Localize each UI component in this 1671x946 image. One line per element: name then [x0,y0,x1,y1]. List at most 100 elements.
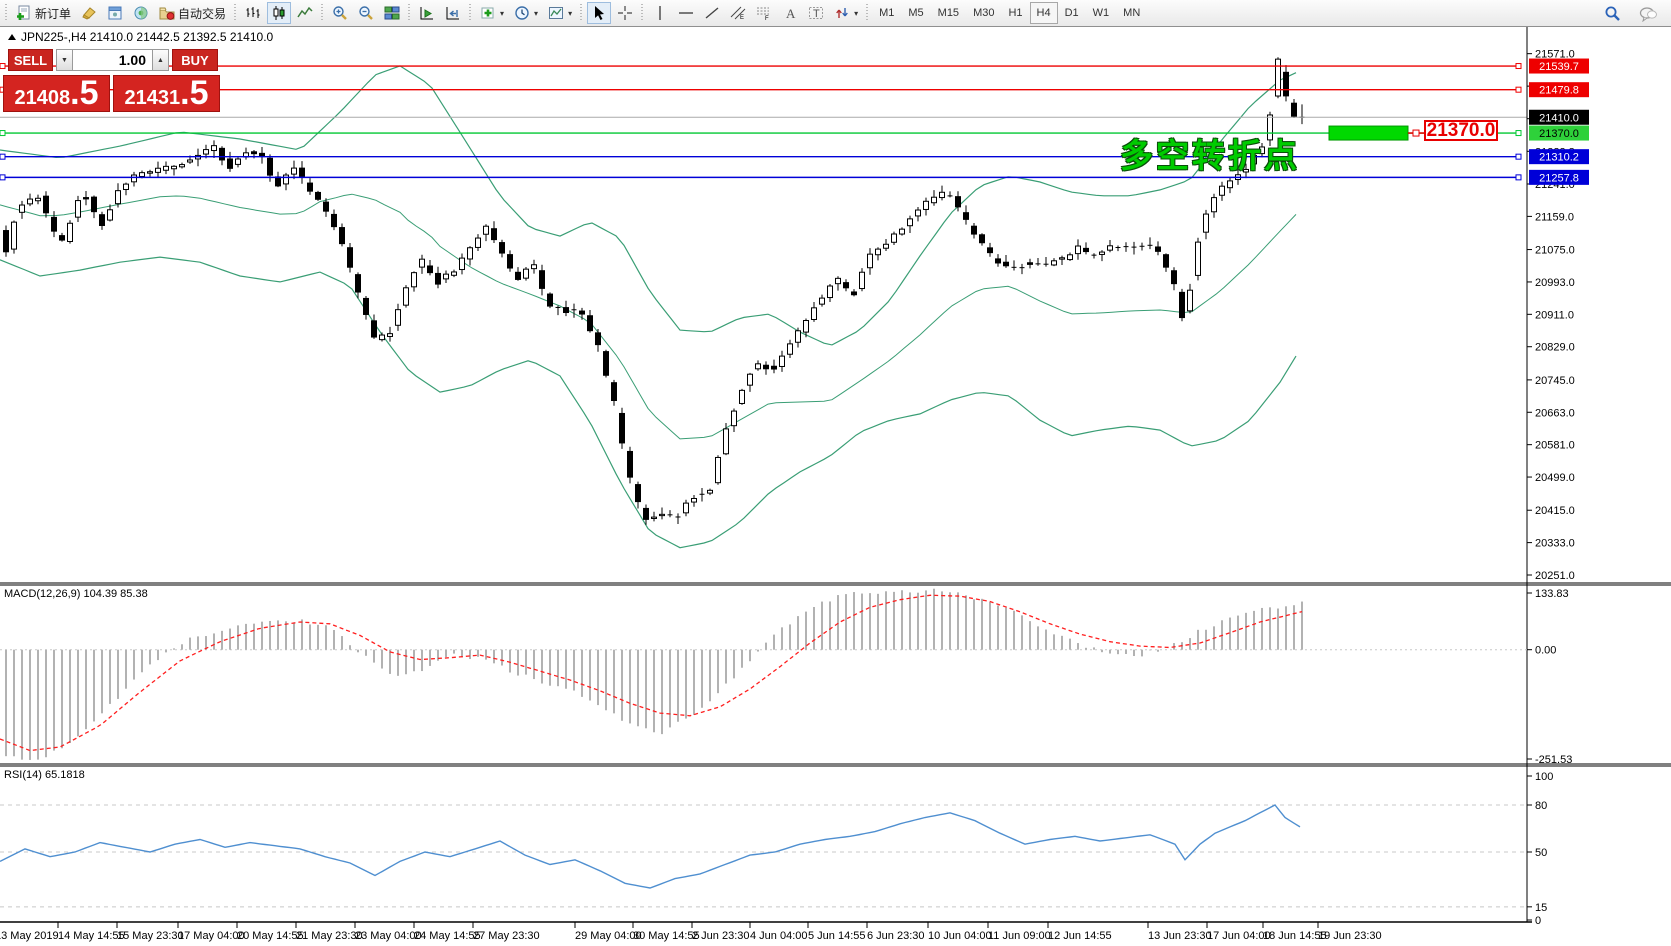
fibo-icon: F [756,5,772,21]
timeframe-w1[interactable]: W1 [1086,2,1117,24]
candlestick-chart-button[interactable] [267,2,292,24]
svg-text:12 Jun 14:55: 12 Jun 14:55 [1048,930,1112,942]
new-order-button[interactable]: 新订单 [12,2,75,24]
vertical-line-button[interactable] [648,2,672,24]
svg-text:14 May 14:55: 14 May 14:55 [58,930,125,942]
price-tag-label[interactable]: 21370.0 [1424,120,1498,141]
periods-button[interactable]: ▾ [510,2,542,24]
toolbar-group-handle[interactable] [407,4,413,22]
window-icon [107,5,123,21]
indicators-button[interactable]: ▾ [476,2,508,24]
sell-button[interactable]: SELL [8,49,53,71]
toolbar-group-handle[interactable] [4,4,9,22]
zoom-out-button[interactable] [354,2,378,24]
toolbar-group: 新订单 自动交易 [11,0,231,27]
svg-text:18 Jun 14:55: 18 Jun 14:55 [1263,930,1327,942]
collapse-panel-icon[interactable] [8,34,16,40]
timeframe-h1[interactable]: H1 [1001,2,1029,24]
svg-text:80: 80 [1535,800,1547,812]
timeframe-mn[interactable]: MN [1116,2,1147,24]
autotrading-icon [159,5,175,21]
lot-input[interactable] [73,49,152,71]
dropdown-arrow-icon: ▾ [854,8,859,18]
auto-scroll-icon [419,5,435,21]
buy-button[interactable]: BUY [172,49,218,71]
search-button[interactable] [1600,3,1625,25]
data-window-button[interactable] [103,2,127,24]
green-zone-annotation[interactable] [1328,125,1424,141]
crosshair-button[interactable] [613,2,637,24]
svg-text:29 May 04:00: 29 May 04:00 [575,930,642,942]
text-label-button[interactable]: T [804,2,828,24]
lot-decrease-button[interactable]: ▼ [56,49,73,71]
dropdown-arrow-icon: ▾ [568,8,573,18]
toolbar-group-handle[interactable] [320,4,326,22]
timeframe-m1[interactable]: M1 [872,2,901,24]
tile-windows-button[interactable] [380,2,404,24]
cursor-icon [591,5,607,21]
svg-text:21571.0: 21571.0 [1535,49,1575,61]
svg-text:20745.0: 20745.0 [1535,375,1575,387]
macd-pane[interactable]: 133.83 0.00 -251.53 [0,588,1572,766]
tiles-icon [384,5,400,21]
text-button[interactable]: A [778,2,802,24]
toolbar-group-handle[interactable] [865,4,871,22]
channel-icon: E [730,5,746,21]
svg-text:E: E [740,15,744,21]
timeframe-h4[interactable]: H4 [1029,2,1058,24]
svg-text:20581.0: 20581.0 [1535,440,1575,452]
zoom-in-button[interactable] [328,2,352,24]
arrows-button[interactable]: ▾ [830,2,862,24]
toolbar-group-handle[interactable] [579,4,585,22]
vline-icon [652,5,668,21]
autotrading-button[interactable]: 自动交易 [155,2,230,24]
hline-icon [678,5,694,21]
buy-price-button[interactable]: 21431.5 [113,75,220,112]
horizontal-line-button[interactable] [674,2,698,24]
svg-text:15: 15 [1535,902,1547,914]
arrows-icon [834,5,850,21]
svg-text:21075.0: 21075.0 [1535,245,1575,257]
document-plus-icon [16,5,32,21]
bar-chart-button[interactable] [241,2,265,24]
price-levels[interactable]: 21539.7 21479.8 21410.0 21370.0 21310.2 21257… [0,58,1589,185]
auto-scroll-button[interactable] [415,2,439,24]
svg-text:20 May 14:55: 20 May 14:55 [237,930,304,942]
close-order-button[interactable] [77,2,101,24]
timeframe-m5[interactable]: M5 [901,2,930,24]
toolbar-group-handle[interactable] [468,4,474,22]
timeframe-m30[interactable]: M30 [966,2,1001,24]
fibonacci-button[interactable]: F [752,2,776,24]
svg-text:0: 0 [1535,915,1541,927]
globe-icon [133,5,149,21]
turning-point-annotation: 多空转折点 [1120,137,1300,174]
candles [3,57,1305,525]
timeframe-d1[interactable]: D1 [1058,2,1086,24]
cursor-button[interactable] [587,2,612,24]
trendline-button[interactable] [700,2,724,24]
buy-price-main: 21431 [124,87,181,109]
timeframe-m15[interactable]: M15 [931,2,966,24]
candles-icon [271,5,287,21]
chart-canvas[interactable]: 21571.021488.821406.421323.821241.021159… [0,27,1671,946]
zoom-out-icon [358,5,374,21]
line-chart-button[interactable] [293,2,317,24]
sell-price-main: 21408 [14,87,71,109]
svg-text:21539.7: 21539.7 [1539,61,1579,73]
signals-button[interactable] [129,2,153,24]
toolbar-group-handle[interactable] [233,4,239,22]
sell-price-button[interactable]: 21408.5 [3,75,110,112]
svg-text:-251.53: -251.53 [1535,754,1572,766]
chart-shift-button[interactable] [441,2,465,24]
rsi-pane[interactable]: 100 80 50 150 [0,771,1553,927]
equidistant-channel-button[interactable]: E [726,2,750,24]
templates-button[interactable]: ▾ [544,2,576,24]
svg-text:F: F [765,16,769,21]
lot-increase-button[interactable]: ▲ [152,49,169,71]
toolbar-group-handle[interactable] [640,4,646,22]
svg-text:20911.0: 20911.0 [1535,309,1574,321]
chat-button[interactable] [1635,3,1662,25]
eraser-icon [81,5,97,21]
